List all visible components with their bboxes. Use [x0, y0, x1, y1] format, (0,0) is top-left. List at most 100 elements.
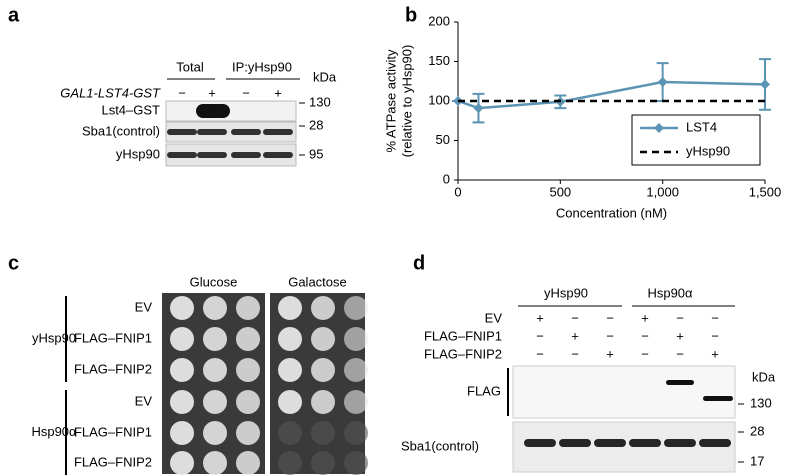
blot	[165, 100, 297, 122]
y-tick-label: 200	[428, 13, 450, 28]
yeast-spot	[311, 327, 335, 351]
blot-band	[664, 439, 696, 447]
group-label: yHsp90	[32, 330, 76, 345]
blot-band	[703, 396, 733, 401]
sign: −	[606, 328, 614, 343]
yeast-spot	[236, 358, 260, 382]
lane-group: yHsp90	[544, 285, 588, 300]
yeast-spot	[170, 421, 194, 445]
x-tick-label: 1,500	[749, 184, 782, 199]
yeast-spot	[344, 327, 368, 351]
legend-label: yHsp90	[686, 143, 730, 158]
sign: −	[676, 346, 684, 361]
marker: 28	[309, 117, 323, 132]
yeast-spot	[278, 390, 302, 414]
yeast-spot	[236, 421, 260, 445]
plate	[270, 293, 365, 474]
yeast-spot	[344, 296, 368, 320]
yeast-spot	[311, 296, 335, 320]
legend-box	[631, 114, 761, 166]
yeast-spot	[278, 327, 302, 351]
yeast-spot	[203, 327, 227, 351]
marker: 130	[750, 395, 772, 410]
sign: −	[641, 346, 649, 361]
blot-band	[231, 129, 261, 135]
blot-band	[167, 152, 197, 158]
y-tick-label: 0	[443, 171, 450, 186]
sign: −	[536, 328, 544, 343]
sign: +	[571, 328, 579, 343]
yeast-spot	[278, 451, 302, 475]
yeast-spot	[311, 390, 335, 414]
lane-group: IP:yHsp90	[232, 59, 292, 74]
sign: +	[606, 346, 614, 361]
y-axis-label: % ATPase activity	[383, 49, 398, 153]
unit: kDa	[313, 69, 337, 84]
sign: +	[641, 310, 649, 325]
construct: GAL1-LST4-GST	[60, 85, 161, 100]
lane-group: Total	[176, 59, 204, 74]
column-header: Galactose	[288, 274, 347, 289]
yeast-spot	[236, 390, 260, 414]
blot-band	[666, 380, 694, 385]
yeast-spot	[203, 296, 227, 320]
point	[473, 103, 484, 114]
yeast-spot	[311, 451, 335, 475]
point	[657, 77, 668, 88]
yeast-spot	[344, 390, 368, 414]
panel-label: c	[8, 252, 19, 274]
row-label: FLAG–FNIP2	[74, 361, 152, 376]
group-label: Hsp90α	[31, 424, 77, 439]
marker: 95	[309, 146, 323, 161]
sign: −	[711, 310, 719, 325]
row-label: FLAG–FNIP1	[424, 328, 502, 343]
blot-band	[197, 129, 227, 135]
yeast-spot	[170, 327, 194, 351]
sign: +	[711, 346, 719, 361]
legend-point	[654, 123, 664, 133]
y-tick-label: 50	[436, 132, 450, 147]
marker: 130	[309, 94, 331, 109]
blot-band	[263, 152, 293, 158]
blot-band	[524, 439, 556, 447]
sign: −	[711, 328, 719, 343]
point	[760, 79, 770, 90]
marker: 28	[750, 423, 764, 438]
yeast-spot	[203, 421, 227, 445]
yeast-spot	[170, 390, 194, 414]
sign: −	[641, 328, 649, 343]
sign: −	[571, 346, 579, 361]
sign: +	[274, 85, 282, 100]
sign: −	[571, 310, 579, 325]
y-tick-label: 100	[428, 92, 450, 107]
yeast-spot	[278, 421, 302, 445]
row-label: EV	[135, 299, 153, 314]
yeast-spot	[236, 451, 260, 475]
column-header: Glucose	[190, 274, 238, 289]
yeast-spot	[236, 296, 260, 320]
blot-band	[559, 439, 591, 447]
blot-band	[196, 104, 230, 118]
sign: −	[178, 85, 186, 100]
yeast-spot	[278, 358, 302, 382]
blot-band	[197, 152, 227, 158]
row-label: FLAG–FNIP2	[424, 346, 502, 361]
x-tick-label: 500	[549, 184, 571, 199]
sign: −	[676, 310, 684, 325]
yeast-spot	[170, 451, 194, 475]
y-axis-label: (relative to yHsp90)	[399, 45, 414, 158]
x-tick-label: 0	[454, 184, 461, 199]
sign: +	[208, 85, 216, 100]
row-label: FLAG–FNIP1	[74, 424, 152, 439]
blot-label: FLAG	[467, 383, 501, 398]
y-tick-label: 150	[428, 53, 450, 68]
yeast-spot	[236, 327, 260, 351]
yeast-spot	[170, 296, 194, 320]
blot-band	[699, 439, 731, 447]
yeast-spot	[203, 390, 227, 414]
blot-band	[231, 152, 261, 158]
marker: 17	[750, 453, 764, 468]
row-label: EV	[135, 393, 153, 408]
blot-band	[594, 439, 626, 447]
